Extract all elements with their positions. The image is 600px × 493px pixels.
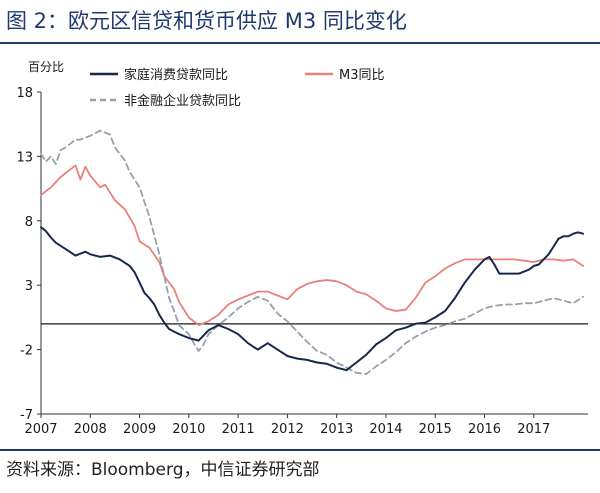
series-line-3 bbox=[40, 129, 584, 375]
x-tick-label: 2013 bbox=[320, 422, 353, 437]
y-unit-label: 百分比 bbox=[28, 60, 64, 74]
x-axis: 2007 2008 2009 2010 2011 2012 2013 2014 2015 2016… bbox=[24, 323, 588, 437]
x-tick-label: 2015 bbox=[419, 422, 452, 437]
y-tick-label: 8 bbox=[25, 215, 33, 230]
x-tick-label: 2014 bbox=[369, 422, 402, 437]
source-note: 资料来源：Bloomberg，中信证券研究部 bbox=[6, 460, 320, 480]
x-tick-label: 2012 bbox=[271, 422, 304, 437]
legend-label-2: M3同比 bbox=[339, 68, 385, 83]
source-divider bbox=[0, 449, 600, 451]
y-tick-label: -7 bbox=[20, 408, 33, 423]
y-tick-label: 18 bbox=[16, 86, 33, 101]
x-tick-label: 2016 bbox=[468, 422, 501, 437]
x-tick-label: 2017 bbox=[517, 422, 550, 437]
y-tick-label: 3 bbox=[25, 279, 33, 294]
x-tick-label: 2007 bbox=[24, 422, 57, 437]
series-layer bbox=[40, 129, 585, 375]
y-axis: -7 -2 3 8 13 18 bbox=[16, 86, 42, 423]
series-line-2 bbox=[40, 164, 584, 326]
y-tick-label: 13 bbox=[16, 150, 33, 165]
x-tick-label: 2008 bbox=[74, 422, 107, 437]
y-tick-label: -2 bbox=[20, 344, 33, 359]
x-tick-label: 2009 bbox=[123, 422, 156, 437]
legend-label-1: 家庭消费贷款同比 bbox=[124, 67, 228, 83]
chart-title: 图 2：欧元区信贷和货币供应 M3 同比变化 bbox=[6, 9, 407, 33]
legend-label-3: 非金融企业贷款同比 bbox=[124, 93, 241, 109]
series-line-1 bbox=[40, 226, 585, 372]
x-tick-label: 2010 bbox=[172, 422, 205, 437]
x-tick-label: 2011 bbox=[222, 422, 255, 437]
title-divider bbox=[0, 42, 600, 44]
